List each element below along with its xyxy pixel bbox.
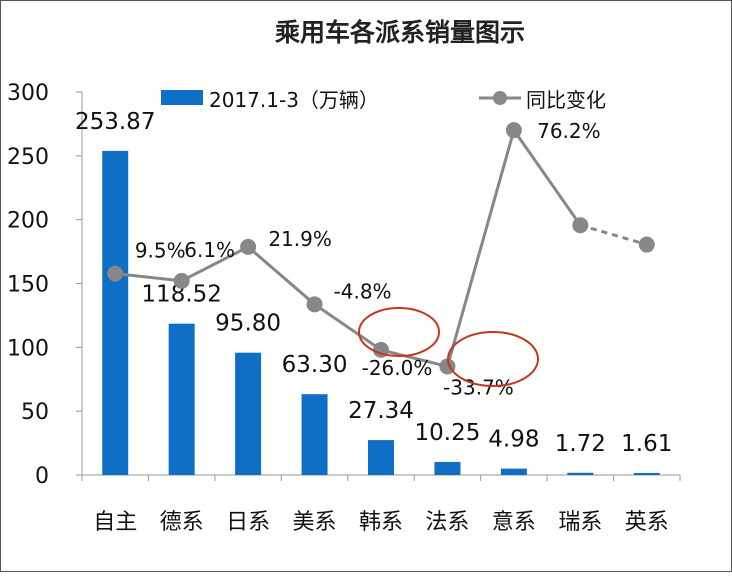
bar xyxy=(368,440,394,475)
legend: 2017.1-3（万辆） 同比变化 xyxy=(161,88,606,112)
chart-title: 乘用车各派系销量图示 xyxy=(275,18,525,47)
bar-value-label: 253.87 xyxy=(75,109,155,135)
x-tick-label: 德系 xyxy=(160,510,204,535)
line-value-label: 76.2% xyxy=(537,119,601,143)
x-tick-label: 英系 xyxy=(625,510,669,535)
bar xyxy=(102,150,129,475)
bar xyxy=(633,472,660,475)
bar-value-label: 27.34 xyxy=(348,398,414,424)
legend-bar-label: 2017.1-3（万辆） xyxy=(209,88,379,112)
highlight-ellipse xyxy=(447,331,539,387)
x-tick-label: 瑞系 xyxy=(558,510,602,535)
line-segment xyxy=(512,129,582,227)
legend-line-marker xyxy=(493,91,507,105)
bar xyxy=(235,352,262,475)
y-tick-label: 250 xyxy=(7,145,49,170)
highlight-ellipse xyxy=(358,307,440,357)
line-value-label: 9.5% xyxy=(135,239,186,263)
legend-line-label: 同比变化 xyxy=(526,88,606,112)
bar xyxy=(567,472,594,475)
line-segment-dashed xyxy=(579,223,648,246)
line-value-label: -4.8% xyxy=(334,279,392,303)
line-point xyxy=(638,236,655,253)
y-tick-label: 0 xyxy=(35,464,49,489)
line-point xyxy=(505,122,522,139)
line-point xyxy=(240,238,257,255)
bar-value-label: 95.80 xyxy=(215,311,281,337)
highlight-circles xyxy=(358,307,539,387)
x-tick-label: 意系 xyxy=(492,510,536,535)
bar xyxy=(434,461,461,475)
line-value-label: -33.7% xyxy=(443,375,514,399)
bar-value-label: 10.25 xyxy=(415,420,481,446)
y-tick-label: 100 xyxy=(7,336,49,361)
x-tick-label: 美系 xyxy=(293,510,337,535)
bar xyxy=(168,323,195,475)
bar xyxy=(500,468,527,475)
bar-series xyxy=(102,150,660,475)
line-data-labels: 9.5%6.1% 21.9% -4.8% -26.0% -33.7% 76.2% xyxy=(135,119,601,399)
y-axis: 0 50 100 150 200 250 300 xyxy=(7,81,83,489)
y-tick-label: 200 xyxy=(7,209,49,234)
bar-value-label: 63.30 xyxy=(282,352,348,378)
x-tick-label: 日系 xyxy=(226,510,270,535)
line-point xyxy=(306,296,323,313)
y-tick-label: 150 xyxy=(7,273,49,298)
line-value-label: 21.9% xyxy=(268,227,332,251)
line-point xyxy=(572,217,589,234)
line-value-label: 6.1% xyxy=(184,238,235,262)
line-point xyxy=(173,272,190,289)
line-value-label: -26.0% xyxy=(362,356,433,380)
bar-value-label: 1.72 xyxy=(555,431,606,457)
x-tick-label: 法系 xyxy=(425,510,469,535)
bar-value-label: 4.98 xyxy=(488,427,539,453)
x-tick-label: 韩系 xyxy=(359,510,403,535)
line-series xyxy=(107,122,655,375)
bar-value-label: 1.61 xyxy=(621,431,672,457)
legend-bar-swatch xyxy=(161,90,203,105)
bar xyxy=(301,394,328,475)
y-tick-label: 50 xyxy=(21,400,49,425)
x-axis: 自主 德系 日系 美系 韩系 法系 意系 瑞系 英系 xyxy=(81,474,681,535)
line-point xyxy=(107,265,124,282)
x-tick-label: 自主 xyxy=(93,510,137,535)
y-tick-label: 300 xyxy=(7,81,49,106)
